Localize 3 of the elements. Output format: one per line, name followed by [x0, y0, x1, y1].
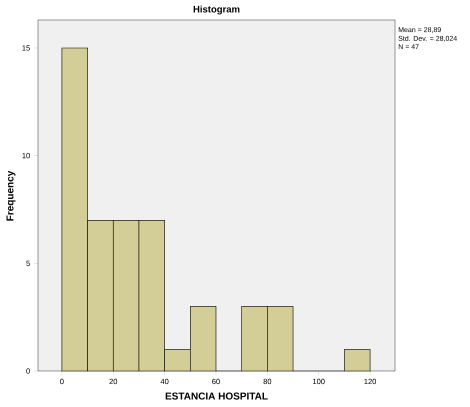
x-axis-title: ESTANCIA HOSPITAL	[166, 392, 268, 400]
chart-title: Histogram	[194, 6, 240, 14]
y-axis-title: Frequency	[6, 170, 16, 221]
